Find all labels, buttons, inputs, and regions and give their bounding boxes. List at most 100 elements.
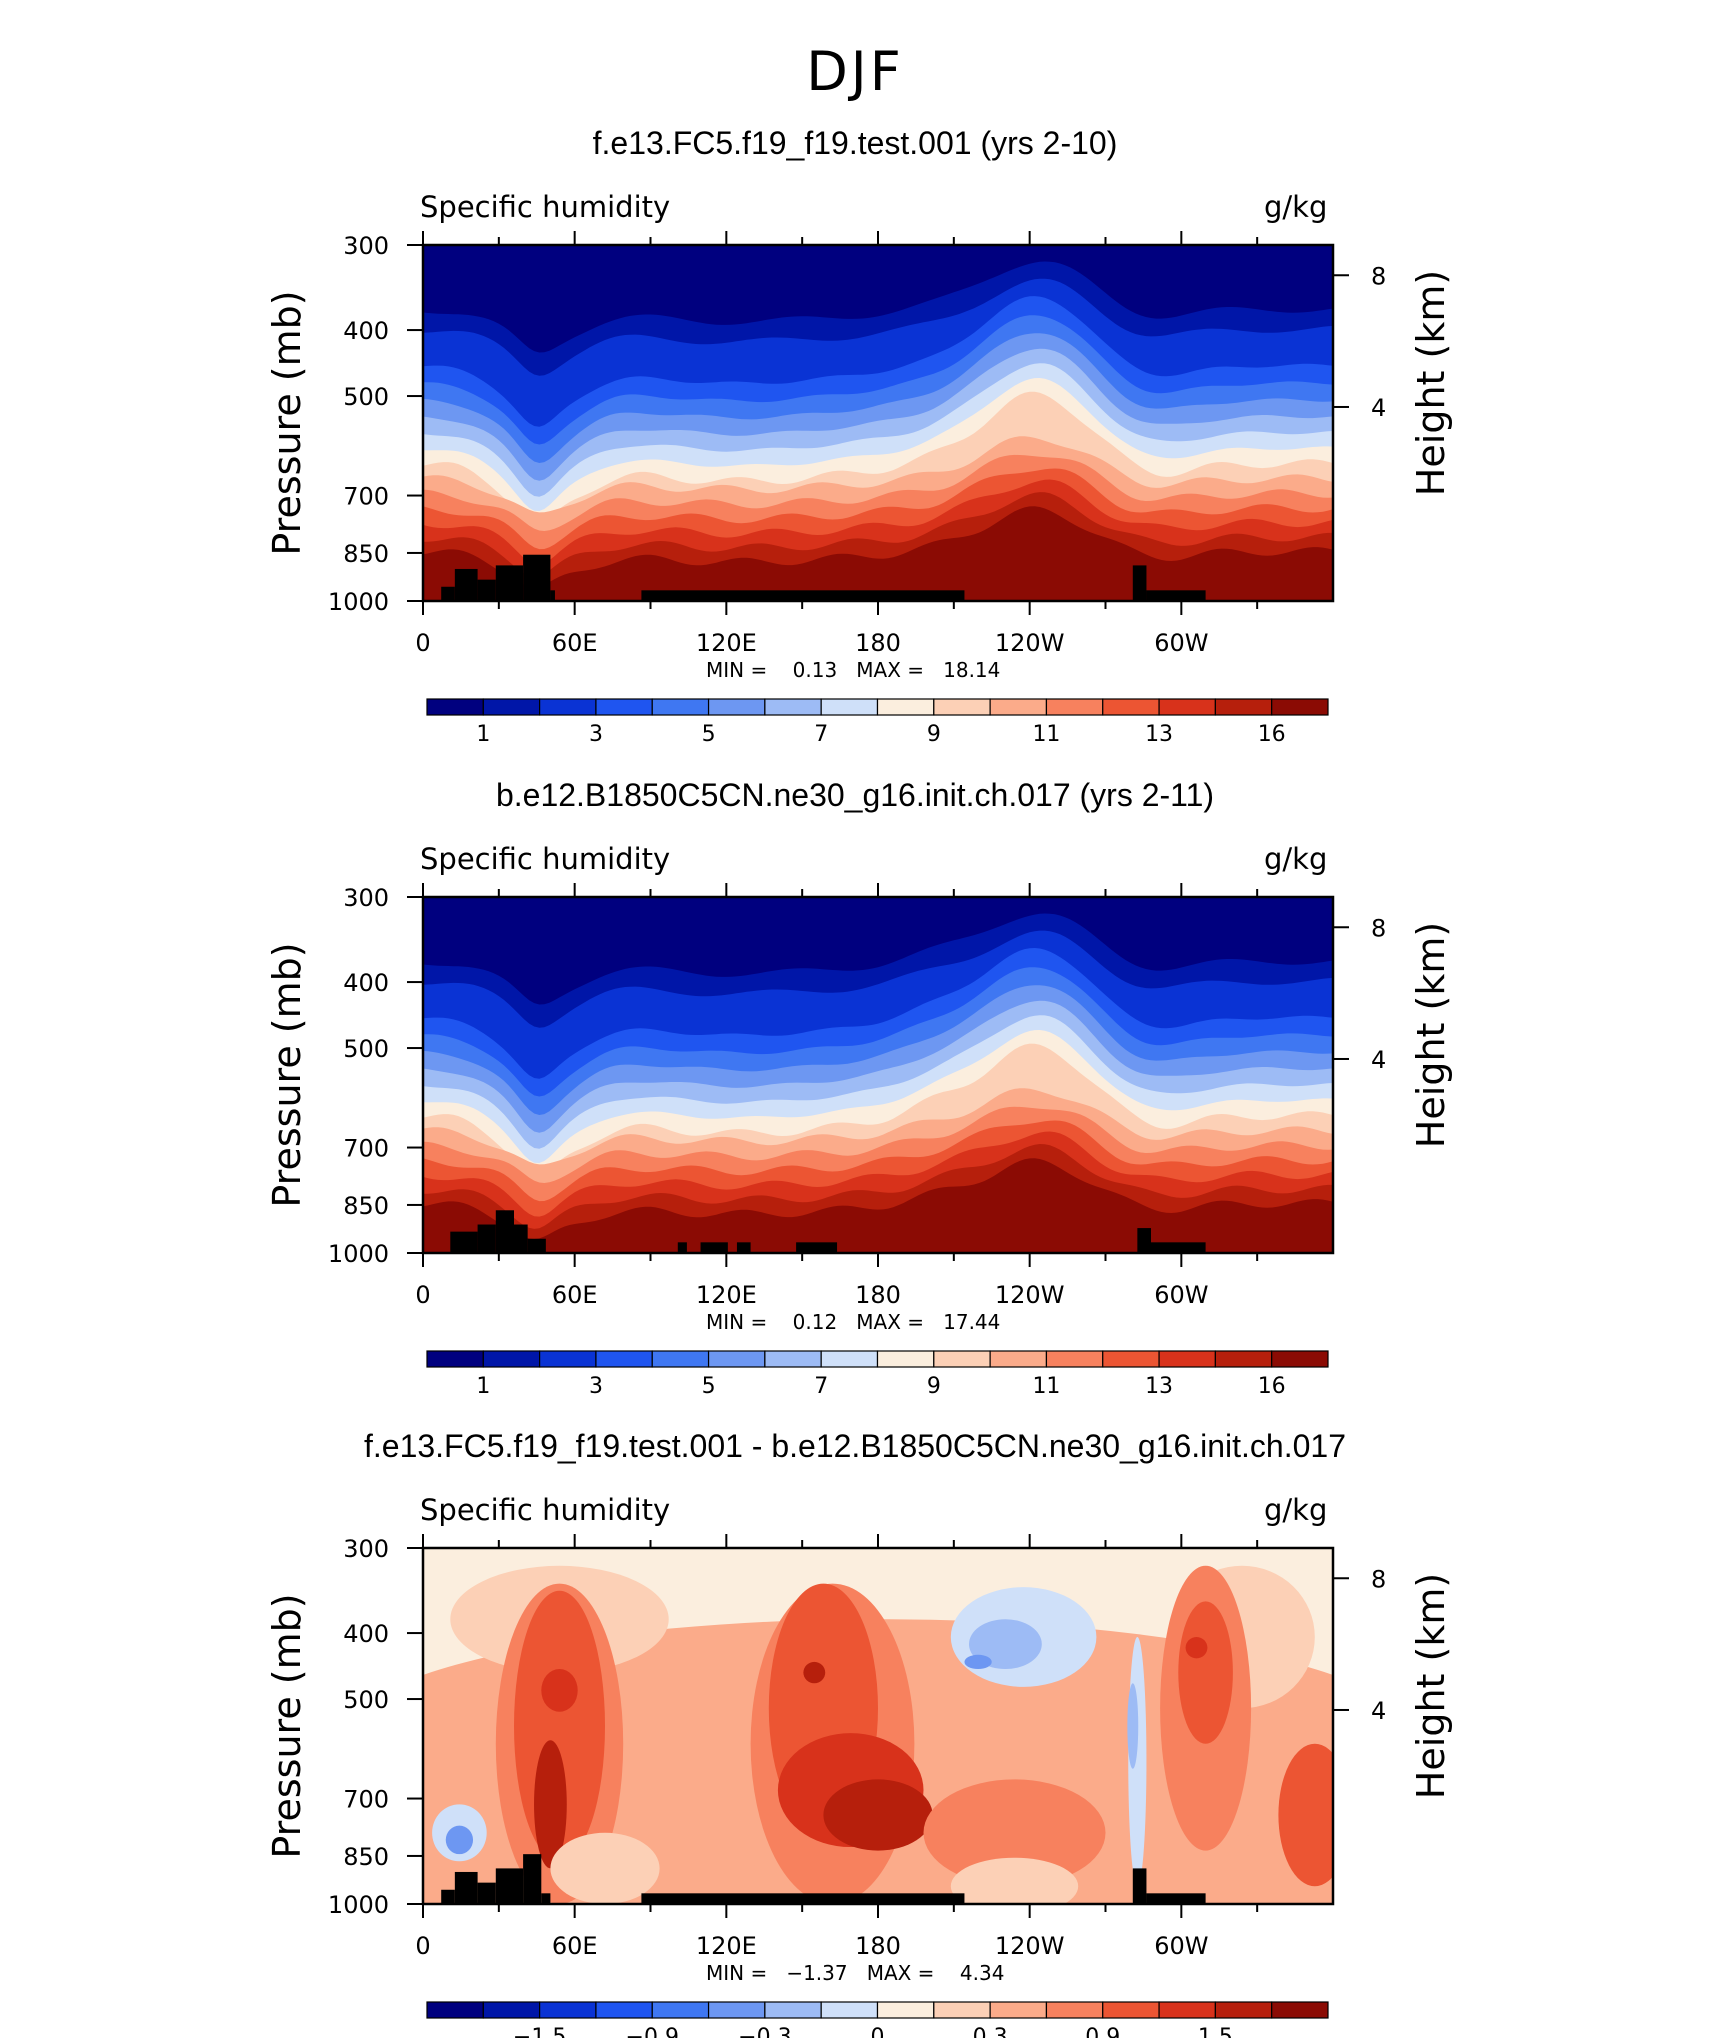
colorbar-tick-label: 0.3 [973, 2025, 1008, 2038]
colorbar-swatch [1214, 1350, 1273, 1368]
colorbar-swatch [1271, 1350, 1329, 1368]
topography [1137, 1228, 1151, 1253]
colorbar-swatch [989, 2001, 1048, 2019]
y2-axis-label: Height (km) [1409, 270, 1453, 496]
colorbar-swatch [1271, 698, 1329, 716]
min-label: MIN = [706, 1310, 768, 1334]
variable-label: Specific humidity [420, 1493, 671, 1527]
colorbar-swatch [1158, 2001, 1216, 2019]
colorbar-swatch [595, 2001, 653, 2019]
colorbar-swatch [482, 698, 541, 716]
y2-tick-label: 4 [1371, 394, 1386, 422]
variable-label: Specific humidity [420, 190, 671, 224]
anomaly-region [550, 1832, 660, 1904]
main-title: DJF [806, 40, 904, 103]
humidity-band [423, 1158, 1333, 1253]
anomaly-region [534, 1740, 567, 1869]
max-value: 4.34 [959, 1961, 1005, 1985]
colorbar-swatch [1102, 1350, 1160, 1368]
y-tick-label: 700 [343, 1786, 389, 1814]
colorbar-swatch [820, 1350, 879, 1368]
colorbar-swatch [820, 2001, 879, 2019]
topography [454, 1871, 478, 1904]
y2-tick-label: 4 [1371, 1697, 1386, 1725]
anomaly-region [1127, 1683, 1139, 1769]
colorbar-tick-label: 5 [702, 722, 716, 745]
max-value: 18.14 [943, 658, 1001, 682]
topography [441, 586, 455, 601]
y-tick-label: 500 [343, 383, 389, 411]
panel-3: f.e13.FC5.f19_f19.test.001 - b.e12.B1850… [0, 1428, 1710, 2038]
y-tick-label: 400 [343, 1620, 389, 1648]
max-value: 17.44 [943, 1310, 1001, 1334]
topography [495, 1210, 514, 1253]
units-label: g/kg [1264, 842, 1328, 876]
field-layers [423, 1548, 1333, 1904]
anomaly-region [950, 1857, 1079, 1904]
topography [677, 1242, 687, 1253]
colorbar-swatch [1045, 2001, 1104, 2019]
x-tick-label: 180 [855, 1281, 901, 1309]
anomaly-region [1185, 1637, 1208, 1659]
topography [450, 1231, 478, 1253]
colorbar-swatch [539, 1350, 597, 1368]
colorbar-tick-label: 1 [476, 1374, 490, 1397]
y-tick-label: 300 [343, 884, 389, 912]
units-label: g/kg [1264, 190, 1328, 224]
y-axis-label: Pressure (mb) [265, 942, 309, 1207]
y-tick-label: 1000 [328, 1891, 389, 1919]
x-tick-label: 60W [1154, 1281, 1208, 1309]
anomaly-region [1278, 1743, 1333, 1887]
y-tick-label: 500 [343, 1686, 389, 1714]
colorbar-tick-label: 7 [814, 722, 828, 745]
x-tick-label: 60W [1154, 629, 1208, 657]
min-max-label: MIN = 0.12 MAX = 17.44 [706, 1310, 1000, 1334]
min-value: 0.13 [792, 658, 838, 682]
x-tick-label: 60E [552, 1932, 598, 1960]
colorbar-swatch [539, 698, 597, 716]
colorbar-swatch [651, 2001, 710, 2019]
colorbar-swatch [651, 1350, 710, 1368]
anomaly-region [803, 1661, 826, 1684]
topography [700, 1242, 728, 1253]
topography [641, 590, 965, 601]
y-tick-label: 850 [343, 1843, 389, 1871]
colorbar-swatch [1214, 698, 1273, 716]
colorbar-tick-label: 13 [1145, 1374, 1173, 1397]
x-tick-label: 120E [696, 629, 757, 657]
topography [454, 568, 478, 601]
y-axis-label: Pressure (mb) [265, 290, 309, 555]
colorbar-swatch [764, 2001, 822, 2019]
colorbar-tick-label: 3 [589, 1374, 603, 1397]
colorbar-swatch [933, 1350, 991, 1368]
y2-tick-label: 8 [1371, 1565, 1386, 1593]
colorbar-tick-label: −0.3 [738, 2025, 791, 2038]
panel-2: b.e12.B1850C5CN.ne30_g16.init.ch.017 (yr… [0, 777, 1710, 1397]
panel-1: f.e13.FC5.f19_f19.test.001 (yrs 2-10) Sp… [0, 125, 1710, 745]
x-tick-label: 120E [696, 1281, 757, 1309]
colorbar-swatch [426, 1350, 484, 1368]
colorbar-swatch [933, 2001, 991, 2019]
anomaly-region [923, 1779, 1106, 1887]
topography [1132, 565, 1147, 601]
y-tick-label: 1000 [328, 588, 389, 616]
panel-title: f.e13.FC5.f19_f19.test.001 - b.e12.B1850… [363, 1428, 1346, 1464]
colorbar-swatch [482, 1350, 541, 1368]
plot-svg: 0 60E 120E 180 120W 60W 300 400 500 700 850 1000 8 4 P… [265, 1534, 1453, 2038]
topography [1146, 590, 1206, 601]
colorbar-swatch [1158, 698, 1216, 716]
colorbar-swatch [876, 698, 935, 716]
colorbar-tick-label: 13 [1145, 722, 1173, 745]
topography [1151, 1242, 1206, 1253]
anomaly-region [541, 1669, 578, 1712]
y-tick-label: 700 [343, 483, 389, 511]
anomaly-region [823, 1779, 933, 1851]
x-tick-label: 180 [855, 629, 901, 657]
units-label: g/kg [1264, 1493, 1328, 1527]
topography [796, 1242, 838, 1253]
colorbar-swatch [651, 698, 710, 716]
y-tick-label: 400 [343, 969, 389, 997]
topography [641, 1893, 965, 1904]
topography [477, 1882, 496, 1904]
topography [441, 1889, 455, 1904]
